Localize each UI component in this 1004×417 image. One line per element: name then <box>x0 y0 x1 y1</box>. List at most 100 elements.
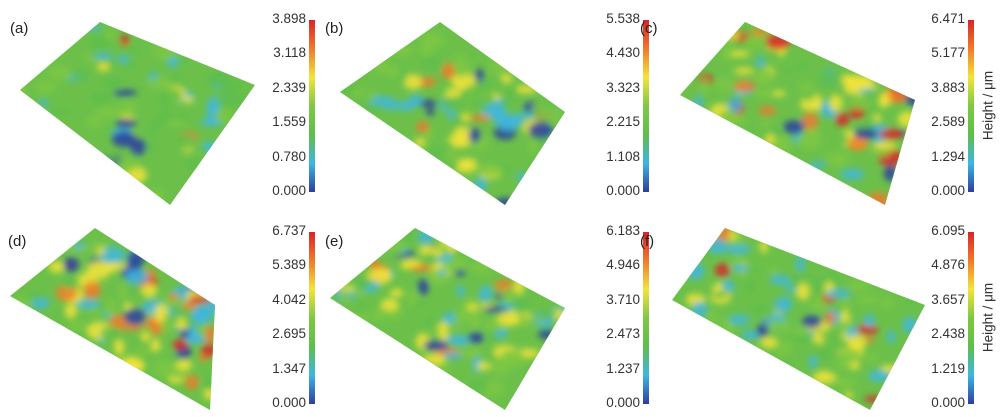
surface-feature <box>458 347 482 358</box>
surface-feature <box>167 307 192 314</box>
colorbar <box>643 20 649 192</box>
surface-feature <box>119 101 138 117</box>
surface-feature <box>453 126 473 140</box>
colorbar-tick-label: 5.389 <box>272 257 306 273</box>
surface-feature <box>468 127 481 143</box>
surface-feature <box>714 263 731 277</box>
colorbar <box>643 232 649 404</box>
surface-feature <box>63 257 80 273</box>
colorbar-tick-label: 0.000 <box>931 395 965 410</box>
surface-feature <box>743 278 757 294</box>
colorbar-tick-label: 3.118 <box>273 45 306 61</box>
surface-feature <box>141 282 157 298</box>
surface-feature <box>835 112 850 127</box>
surface-feature <box>848 361 860 370</box>
panel-label: (d) <box>8 233 27 250</box>
surface-feature <box>879 128 904 140</box>
colorbar-tick-label: 2.473 <box>606 326 640 342</box>
surface-feature <box>812 371 837 384</box>
surface-feature <box>380 298 399 311</box>
surface-feature <box>83 281 101 299</box>
surface-feature <box>124 308 147 325</box>
surface-feature <box>799 82 814 92</box>
surface-feature <box>452 141 469 148</box>
surface-feature <box>48 66 73 81</box>
surface-feature <box>754 88 776 98</box>
surface-feature <box>148 118 164 130</box>
surface-feature <box>853 128 878 140</box>
surface-feature <box>426 107 435 116</box>
surface-feature <box>438 321 449 340</box>
surface-feature <box>528 121 554 139</box>
surface-feature <box>200 344 215 358</box>
surface-feature <box>425 129 434 142</box>
surface-feature <box>175 133 197 151</box>
surface-feature <box>61 276 77 290</box>
surface-feature <box>840 169 865 180</box>
colorbar-axis-label: Height / μm <box>980 282 996 353</box>
surface-feature <box>868 369 891 382</box>
surface-feature <box>204 325 215 344</box>
panel-label: (a) <box>10 20 29 37</box>
surface-feature <box>734 67 754 74</box>
surface-feature <box>767 320 791 333</box>
surface-feature <box>825 289 852 298</box>
surface-feature <box>864 396 883 403</box>
surface-feature <box>170 72 182 83</box>
surface-feature <box>115 118 137 129</box>
surface-feature <box>112 41 124 49</box>
surface-feature <box>52 310 68 317</box>
surface-feature <box>443 152 460 160</box>
surface-feature <box>796 134 822 149</box>
surface-feature <box>829 94 843 112</box>
surface-feature <box>218 78 243 95</box>
surface-feature <box>112 89 138 96</box>
surface-feature <box>766 133 775 145</box>
surface-feature <box>102 76 124 89</box>
surface-feature <box>79 246 99 257</box>
surface-feature <box>801 112 819 131</box>
colorbar-tick-label: 3.883 <box>931 79 965 95</box>
surface-feature <box>159 91 173 109</box>
surface-feature <box>728 97 743 112</box>
surface-feature <box>481 109 507 117</box>
surface-feature <box>470 90 495 108</box>
surface-feature <box>176 359 192 371</box>
surface-feature <box>865 353 878 363</box>
surface-feature <box>72 68 90 82</box>
surface-feature <box>844 83 859 95</box>
surface-feature <box>87 260 111 279</box>
surface-feature <box>497 312 520 326</box>
surface-feature <box>38 99 49 107</box>
surface-feature <box>450 73 476 89</box>
colorbar-tick-label: 6.737 <box>272 223 306 238</box>
surface-feature <box>468 331 484 344</box>
surface-feature <box>686 262 705 280</box>
surface-feature <box>419 32 439 47</box>
surface-feature <box>466 304 478 311</box>
surface-feature <box>46 107 73 116</box>
surface-base <box>680 22 915 205</box>
surface-feature <box>863 314 876 327</box>
surface-feature <box>421 252 438 267</box>
surface-feature <box>372 308 387 322</box>
surface-feature <box>491 116 516 124</box>
colorbar-tick-label: 5.177 <box>931 45 965 61</box>
surface-feature <box>841 298 851 311</box>
surface-feature <box>183 96 194 104</box>
surface-feature <box>881 297 894 308</box>
surface-feature <box>699 77 709 95</box>
surface-feature <box>68 321 85 331</box>
surface-feature <box>848 95 869 110</box>
surface-feature <box>114 339 125 355</box>
surface-feature <box>873 141 897 150</box>
surface-feature <box>151 338 161 352</box>
surface-feature <box>760 336 778 349</box>
surface-feature <box>125 324 142 331</box>
surface-feature <box>817 70 843 87</box>
surface-feature <box>185 375 199 390</box>
surface-feature <box>728 314 750 326</box>
surface-feature <box>500 74 513 83</box>
surface-feature <box>416 121 430 133</box>
